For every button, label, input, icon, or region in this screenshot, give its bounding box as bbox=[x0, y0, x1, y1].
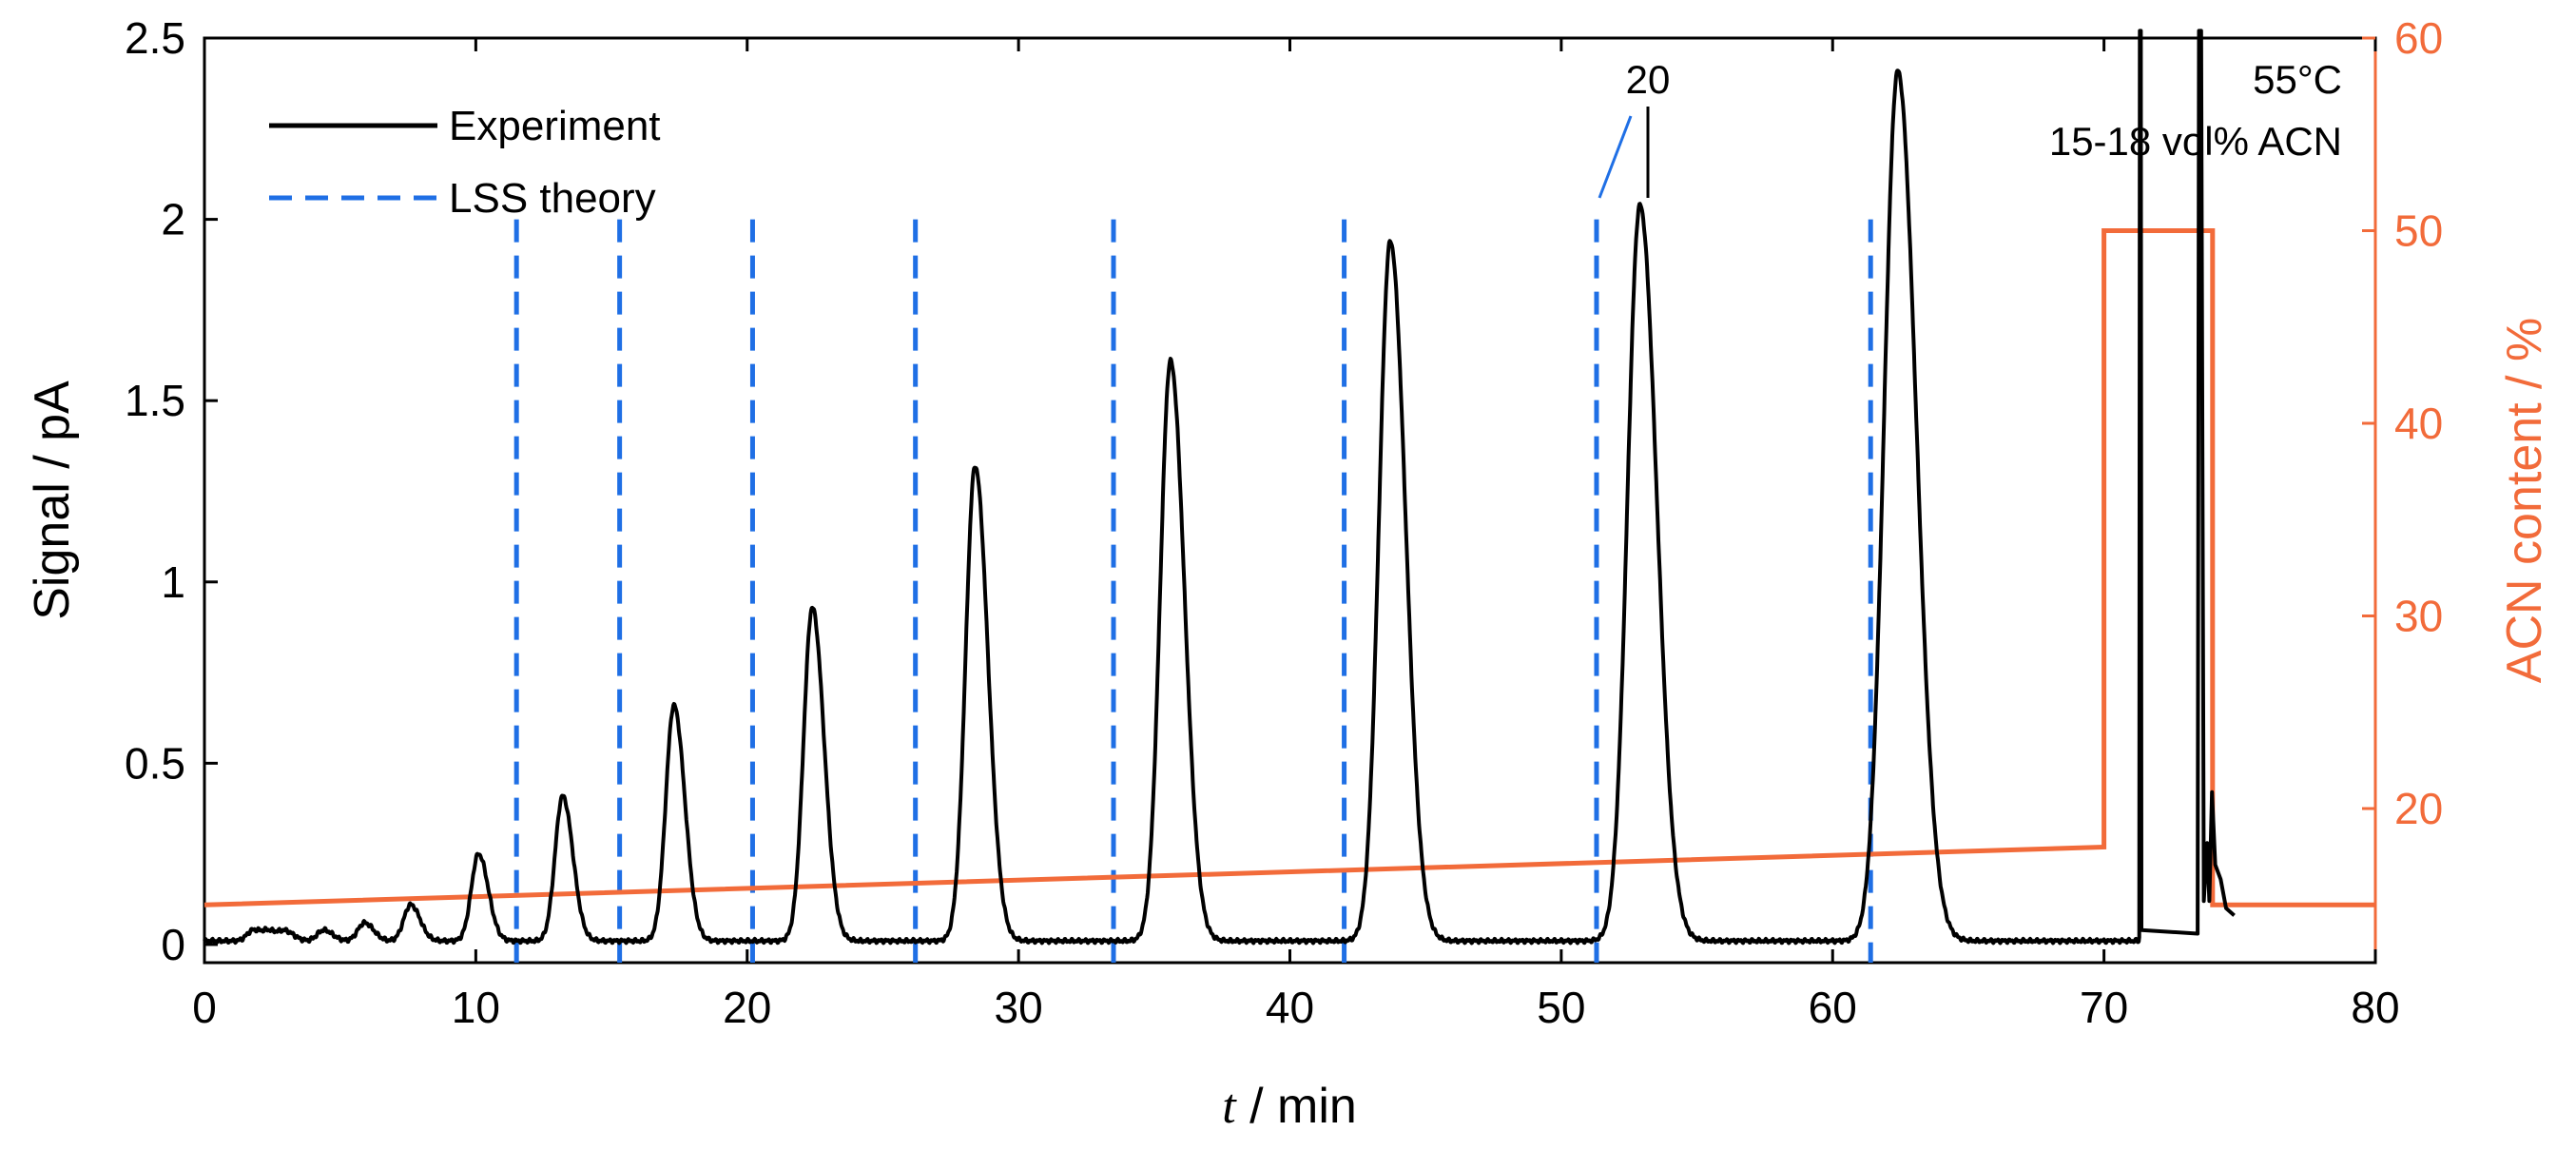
y2-tick-label: 50 bbox=[2394, 206, 2443, 256]
condition-acn: 15-18 vol% ACN bbox=[2049, 119, 2342, 164]
x-axis-label: t / min bbox=[1222, 1079, 1357, 1134]
condition-temperature: 55°C bbox=[2253, 57, 2342, 102]
x-tick-label: 30 bbox=[995, 983, 1043, 1032]
y2-tick-label: 40 bbox=[2394, 399, 2443, 448]
y2-tick-label: 30 bbox=[2394, 592, 2443, 641]
x-tick-label: 0 bbox=[192, 983, 217, 1032]
x-tick-label: 70 bbox=[2080, 983, 2128, 1032]
theory-label-leader bbox=[1598, 115, 1633, 199]
x-tick-label: 20 bbox=[723, 983, 771, 1032]
y-axis-label: Signal / pA bbox=[25, 380, 80, 620]
y-tick-label: 2.5 bbox=[125, 13, 185, 63]
acn-content-series bbox=[203, 228, 2375, 907]
y-axis-ticks: 0 0.5 1 1.5 2 2.5 bbox=[125, 13, 218, 969]
y-tick-label: 2 bbox=[161, 195, 185, 244]
y-tick-label: 1.5 bbox=[125, 376, 185, 425]
peak-annotation: 20 bbox=[1598, 57, 1671, 199]
y2-tick-label: 20 bbox=[2394, 784, 2443, 833]
x-tick-label: 40 bbox=[1266, 983, 1314, 1032]
y-tick-label: 0 bbox=[161, 920, 185, 969]
peak-label-20: 20 bbox=[1626, 57, 1671, 102]
lss-theory-series bbox=[513, 219, 1873, 963]
x-tick-label: 10 bbox=[452, 983, 500, 1032]
legend-theory-label: LSS theory bbox=[449, 175, 656, 222]
x-tick-label: 50 bbox=[1537, 983, 1585, 1032]
y2-axis-ticks: 20 30 40 50 60 bbox=[2362, 13, 2443, 833]
y-tick-label: 1 bbox=[161, 557, 185, 607]
experiment-series bbox=[203, 29, 2236, 946]
y2-tick-label: 60 bbox=[2394, 13, 2443, 63]
x-axis-ticks: 0 10 20 30 40 50 60 70 80 bbox=[192, 38, 2400, 1032]
y-tick-label: 0.5 bbox=[125, 738, 185, 788]
x-tick-label: 80 bbox=[2351, 983, 2399, 1032]
y2-axis-label: ACN content / % bbox=[2497, 318, 2552, 683]
x-tick-label: 60 bbox=[1809, 983, 1857, 1032]
legend: Experiment LSS theory bbox=[269, 103, 661, 222]
legend-experiment-label: Experiment bbox=[449, 103, 661, 149]
